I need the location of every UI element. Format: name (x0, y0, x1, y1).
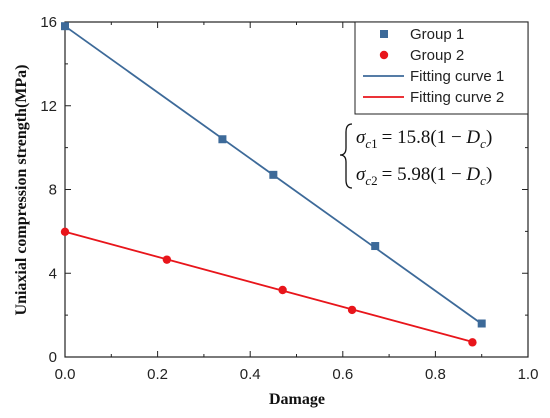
data-point-group-1 (477, 319, 486, 328)
y-axis-label: Uniaxial compression strength(MPa) (13, 65, 30, 316)
data-points (60, 22, 486, 347)
equation-2: σc2 = 5.98(1 − Dc) (356, 164, 492, 188)
legend-label: Fitting curve 2 (410, 89, 504, 106)
y-tick-label: 8 (49, 182, 57, 199)
x-axis-label: Damage (269, 391, 325, 408)
x-tick-label: 0.6 (332, 366, 353, 383)
legend: Group 1 Group 2 Fitting curve 1 Fitting cur… (354, 21, 529, 115)
data-point-group-2 (468, 338, 477, 347)
legend-marker-square (380, 30, 388, 38)
data-point-group-1 (61, 22, 69, 31)
fitting-curve-2 (64, 230, 473, 343)
y-tick-label: 0 (49, 349, 57, 366)
y-tick-label: 12 (40, 98, 57, 115)
legend-marker-circle (379, 50, 389, 60)
x-tick-label: 0.2 (147, 366, 168, 383)
data-point-group-2 (162, 255, 172, 264)
tick-labels: 0.0 0.2 0.4 0.6 0.8 1.0 0 4 8 12 16 (40, 14, 538, 383)
data-point-group-2 (60, 227, 70, 236)
y-tick-label: 16 (40, 14, 57, 31)
y-tick-label: 4 (49, 265, 57, 282)
data-point-group-2 (347, 305, 357, 315)
x-tick-label: 0.8 (425, 366, 446, 383)
legend-label: Group 2 (410, 47, 464, 64)
x-tick-label: 1.0 (518, 366, 539, 383)
fitting-equations: σc1 = 15.8(1 − Dc) σc2 = 5.98(1 − Dc) (339, 123, 492, 189)
x-tick-label: 0.0 (55, 366, 76, 383)
legend-label: Fitting curve 1 (410, 68, 504, 85)
data-point-group-2 (278, 285, 287, 295)
x-tick-label: 0.4 (240, 366, 261, 383)
data-point-group-1 (371, 242, 380, 251)
equation-1: σc1 = 15.8(1 − Dc) (356, 127, 492, 151)
legend-label: Group 1 (410, 26, 464, 43)
equation-brace (339, 123, 353, 189)
data-point-group-1 (218, 135, 227, 144)
data-point-group-1 (269, 170, 278, 179)
